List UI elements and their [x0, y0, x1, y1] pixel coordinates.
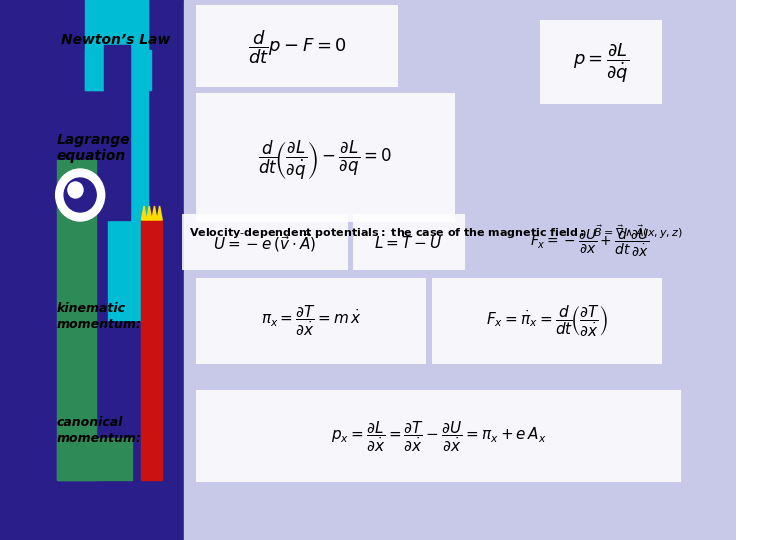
Bar: [104, 45, 130, 220]
Text: equation: equation: [57, 149, 126, 163]
FancyBboxPatch shape: [196, 93, 455, 222]
Bar: [129, 0, 148, 90]
Bar: [184, 0, 736, 540]
Text: $\pi_x = \dfrac{\partial T}{\partial \dot{x}} = m\,\dot{x}$: $\pi_x = \dfrac{\partial T}{\partial \do…: [261, 303, 362, 339]
Circle shape: [55, 169, 105, 221]
Bar: [85, 50, 151, 90]
Text: $\dfrac{d}{dt}\!\left(\dfrac{\partial L}{\partial \dot{q}}\right) - \dfrac{\part: $\dfrac{d}{dt}\!\left(\dfrac{\partial L}…: [258, 138, 392, 181]
FancyBboxPatch shape: [432, 278, 662, 364]
Text: momentum:: momentum:: [57, 431, 141, 444]
Text: $\mathbf{Velocity\text{-}dependent\ potentials:\ the\ case\ of\ the\ magnetic\ f: $\mathbf{Velocity\text{-}dependent\ pote…: [189, 223, 682, 241]
Text: Newton’s Law: Newton’s Law: [62, 33, 171, 47]
Bar: [0, 0, 184, 540]
Polygon shape: [147, 206, 152, 220]
Circle shape: [68, 182, 83, 198]
FancyBboxPatch shape: [196, 5, 398, 87]
FancyBboxPatch shape: [353, 214, 465, 270]
Text: $U = -e\,(\vec{v}\cdot\vec{A})$: $U = -e\,(\vec{v}\cdot\vec{A})$: [214, 232, 317, 254]
Text: $p = \dfrac{\partial L}{\partial \dot{q}}$: $p = \dfrac{\partial L}{\partial \dot{q}…: [573, 41, 629, 85]
Circle shape: [64, 178, 96, 212]
Bar: [141, 220, 162, 480]
Polygon shape: [141, 206, 147, 220]
Text: $L = T - U$: $L = T - U$: [374, 235, 442, 251]
Bar: [57, 160, 96, 480]
Text: momentum:: momentum:: [57, 318, 141, 330]
Text: $F_x = -\dfrac{\partial U}{\partial x} + \dfrac{d}{dt}\dfrac{\partial U}{\partia: $F_x = -\dfrac{\partial U}{\partial x} +…: [530, 227, 649, 259]
FancyBboxPatch shape: [196, 390, 681, 482]
FancyBboxPatch shape: [541, 20, 662, 104]
Text: kinematic: kinematic: [57, 301, 126, 314]
Polygon shape: [157, 206, 162, 220]
FancyBboxPatch shape: [182, 214, 348, 270]
Bar: [108, 0, 148, 320]
Text: $p_x = \dfrac{\partial L}{\partial \dot{x}} = \dfrac{\partial T}{\partial \dot{x: $p_x = \dfrac{\partial L}{\partial \dot{…: [331, 420, 546, 454]
Text: $F_x = \dot{\pi}_x = \dfrac{d}{dt}\!\left(\dfrac{\partial T}{\partial \dot{x}}\r: $F_x = \dot{\pi}_x = \dfrac{d}{dt}\!\lef…: [486, 303, 608, 339]
Text: canonical: canonical: [57, 415, 123, 429]
Polygon shape: [152, 206, 157, 220]
Text: Lagrange: Lagrange: [57, 133, 130, 147]
Text: $\dfrac{d}{dt}p - F = 0$: $\dfrac{d}{dt}p - F = 0$: [248, 28, 346, 66]
Bar: [85, 0, 108, 90]
Bar: [57, 438, 132, 480]
FancyBboxPatch shape: [196, 278, 426, 364]
